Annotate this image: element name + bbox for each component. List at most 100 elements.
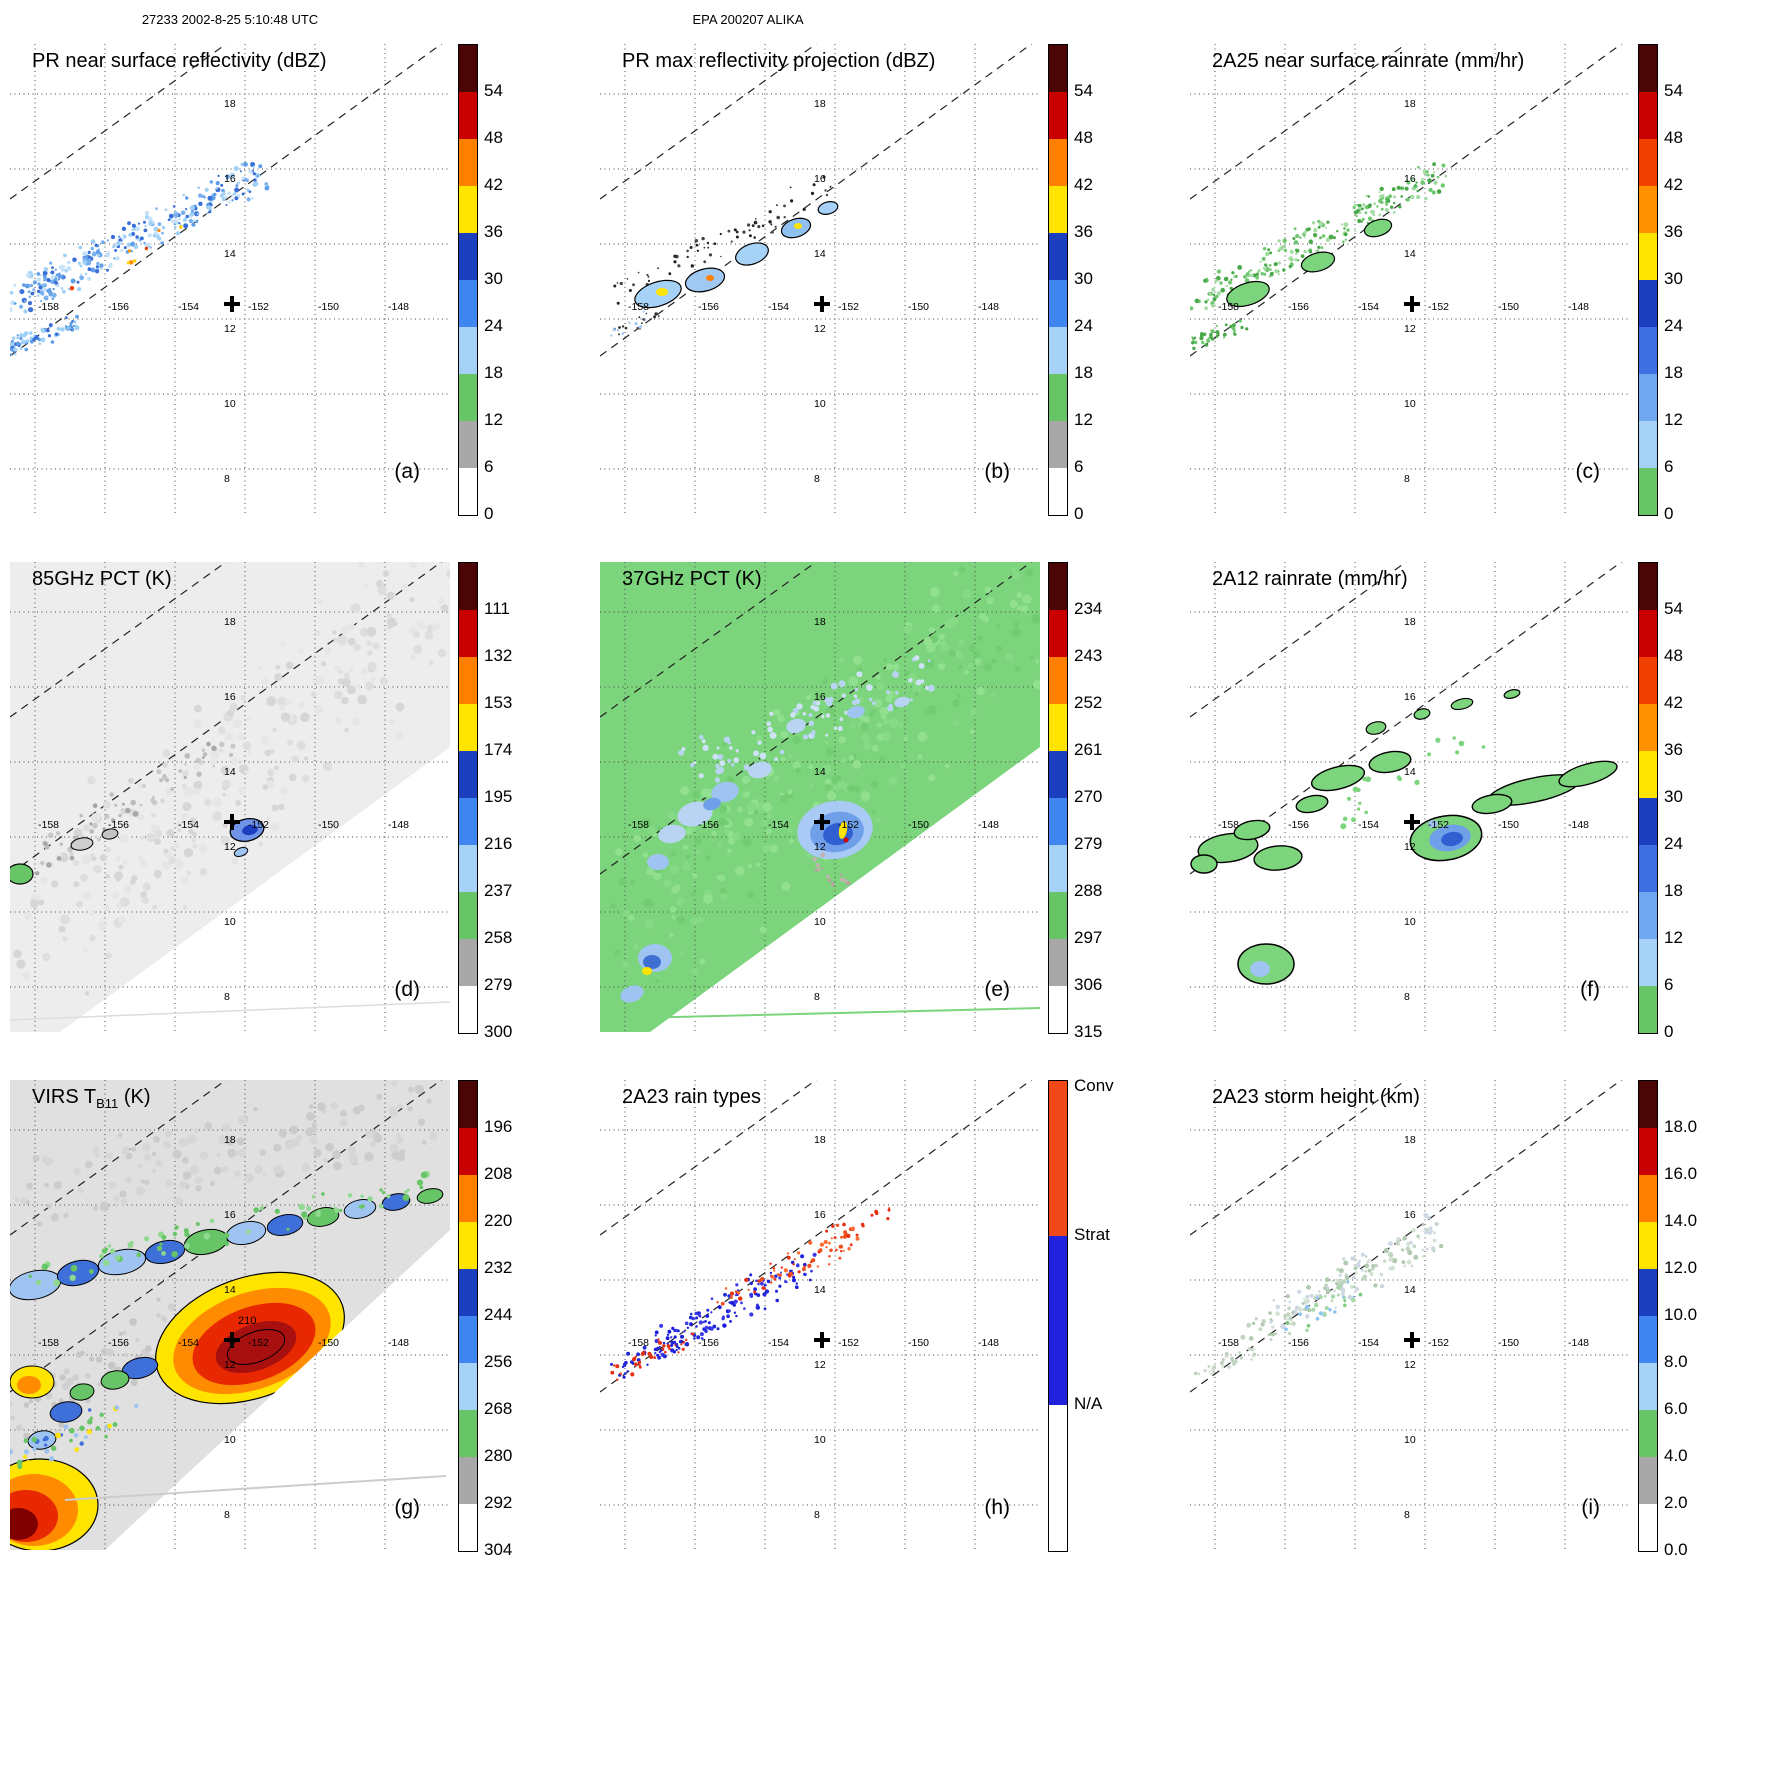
map-canvas-i: -158 -156 -154 -152 -150 -148 18 16 14 12 10 8 xyxy=(1190,1080,1630,1550)
colorbar-segment xyxy=(1049,610,1067,657)
panel-letter-a: (a) xyxy=(394,460,420,483)
storm-center-marker xyxy=(224,1332,240,1348)
colorbar-segment xyxy=(1639,704,1657,751)
colorbar-tick-label: 30 xyxy=(1664,269,1683,288)
colorbar-segment xyxy=(1049,986,1067,1033)
swath-edge-lines xyxy=(10,562,443,875)
colorbar-segment xyxy=(1639,1222,1657,1269)
colorbar-tick-label: 18.0 xyxy=(1664,1117,1698,1136)
panel-letter-h: (h) xyxy=(984,1496,1010,1519)
colorbar-tick-label: 42 xyxy=(1664,175,1683,194)
swath-edge-lines xyxy=(600,562,1033,875)
colorbar-segment xyxy=(459,657,477,704)
map-background xyxy=(10,44,450,514)
colorbar-segment xyxy=(1049,421,1067,468)
panel-title-g: VIRS TB11 (K) xyxy=(32,1086,150,1111)
svg-text:16: 16 xyxy=(814,691,826,703)
colorbar-tick-label: 6 xyxy=(1074,457,1084,476)
colorbar-segment xyxy=(459,1316,477,1363)
colorbar-i: 18.0 16.0 14.0 12.0 10.0 8.0 6.0 4.0 2.0 0.0 xyxy=(1638,1080,1710,1559)
colorbar-segment xyxy=(1639,1175,1657,1222)
colorbar-segment xyxy=(459,421,477,468)
map-canvas-b: -158 -156 -154 -152 -150 -148 18 16 14 12 10 8 xyxy=(600,44,1040,514)
panel-title-g-prefix: VIRS T xyxy=(32,1086,97,1108)
colorbar-tick-label: 261 xyxy=(1074,740,1103,759)
colorbar-tick-label: 48 xyxy=(1664,128,1683,147)
storm-center-marker xyxy=(224,296,240,312)
colorbar-tick-label: 54 xyxy=(1664,81,1683,100)
svg-text:-158: -158 xyxy=(1218,301,1239,313)
colorbar-segment xyxy=(459,327,477,374)
colorbar-segment xyxy=(1049,468,1067,515)
svg-text:-154: -154 xyxy=(768,1337,789,1349)
panel-title-c: 2A25 near surface rainrate (mm/hr) xyxy=(1212,50,1525,72)
colorbar-tick-label: N/A xyxy=(1074,1394,1103,1414)
svg-text:-148: -148 xyxy=(388,1337,409,1349)
colorbar-tick-label: 220 xyxy=(484,1211,513,1230)
svg-text:-150: -150 xyxy=(318,1337,339,1349)
colorbar-bar-e xyxy=(1048,562,1068,1034)
colorbar-tick-label: 252 xyxy=(1074,693,1103,712)
colorbar-tick-label: 292 xyxy=(484,1493,513,1512)
colorbar-tick-label: 54 xyxy=(1664,599,1683,618)
colorbar-tick-label: 54 xyxy=(1074,81,1093,100)
panel-letter-d: (d) xyxy=(394,978,420,1001)
panel-title-e: 37GHz PCT (K) xyxy=(622,568,762,590)
colorbar-segment xyxy=(1049,45,1067,92)
colorbar-tick-label: 6 xyxy=(1664,457,1674,476)
grid-labels: -158 -156 -154 -152 -150 -148 18 16 14 12 10 8 xyxy=(628,1134,999,1521)
colorbar-segment xyxy=(459,233,477,280)
svg-text:-156: -156 xyxy=(108,1337,129,1349)
colorbar-tick-label: 8.0 xyxy=(1664,1352,1688,1371)
colorbar-segment xyxy=(1639,751,1657,798)
svg-text:12: 12 xyxy=(814,1359,826,1371)
colorbar-tick-label: 216 xyxy=(484,834,513,853)
svg-text:10: 10 xyxy=(224,1434,236,1446)
colorbar-tick-label: 174 xyxy=(484,740,513,759)
svg-text:-156: -156 xyxy=(1288,1337,1309,1349)
panel-title-g-suffix: (K) xyxy=(118,1086,151,1108)
colorbar-segment xyxy=(459,280,477,327)
svg-text:-156: -156 xyxy=(698,1337,719,1349)
colorbar-segment xyxy=(1639,1128,1657,1175)
panel-letter-f: (f) xyxy=(1580,978,1600,1001)
colorbar-segment xyxy=(459,1128,477,1175)
svg-text:-152: -152 xyxy=(838,301,859,313)
colorbar-segment xyxy=(1049,563,1067,610)
grid-labels: -158 -156 -154 -152 -150 -148 18 16 14 12 10 8 xyxy=(38,1134,409,1521)
panel-e: -158 -156 -154 -152 -150 -148 18 16 14 12 10 8 37GH… xyxy=(590,562,1180,1041)
colorbar-tick-label: 288 xyxy=(1074,881,1103,900)
svg-text:-156: -156 xyxy=(108,301,129,313)
svg-text:-156: -156 xyxy=(698,819,719,831)
colorbar-tick-label: 12 xyxy=(1664,410,1683,429)
map-canvas-c: -158 -156 -154 -152 -150 -148 18 16 14 12 10 8 xyxy=(1190,44,1630,514)
panel-d: -158 -156 -154 -152 -150 -148 18 16 14 12 10 8 85GH… xyxy=(0,562,590,1041)
colorbar-tick-label: 280 xyxy=(484,1446,513,1465)
colorbar-segment xyxy=(1049,1081,1067,1237)
colorbar-tick-label: 196 xyxy=(484,1117,513,1136)
svg-text:-148: -148 xyxy=(1568,1337,1589,1349)
colorbar-tick-label: 0 xyxy=(1074,504,1084,523)
svg-text:16: 16 xyxy=(1404,691,1416,703)
svg-text:-158: -158 xyxy=(38,1337,59,1349)
svg-text:16: 16 xyxy=(814,173,826,185)
svg-text:-148: -148 xyxy=(978,301,999,313)
svg-text:-152: -152 xyxy=(1428,301,1449,313)
colorbar-segment xyxy=(1049,92,1067,139)
svg-text:-154: -154 xyxy=(178,301,199,313)
panel-title-f: 2A12 rainrate (mm/hr) xyxy=(1212,568,1408,590)
colorbar-segment xyxy=(1049,892,1067,939)
svg-text:16: 16 xyxy=(224,691,236,703)
colorbar-tick-label: 315 xyxy=(1074,1022,1103,1041)
colorbar-tick-label: 0 xyxy=(484,504,494,523)
data-layer-unclipped xyxy=(10,1001,450,1021)
colorbar-tick-label: 306 xyxy=(1074,975,1103,994)
colorbar-segment xyxy=(1639,1081,1657,1128)
colorbar-segment xyxy=(1049,1236,1067,1406)
svg-text:-150: -150 xyxy=(908,301,929,313)
svg-text:16: 16 xyxy=(1404,173,1416,185)
svg-text:-154: -154 xyxy=(768,301,789,313)
colorbar-e: 234 243 252 261 270 279 288 297 306 315 xyxy=(1048,562,1120,1041)
grid-labels: -158 -156 -154 -152 -150 -148 18 16 14 12 10 8 xyxy=(1218,1134,1589,1521)
svg-text:-152: -152 xyxy=(248,1337,269,1349)
